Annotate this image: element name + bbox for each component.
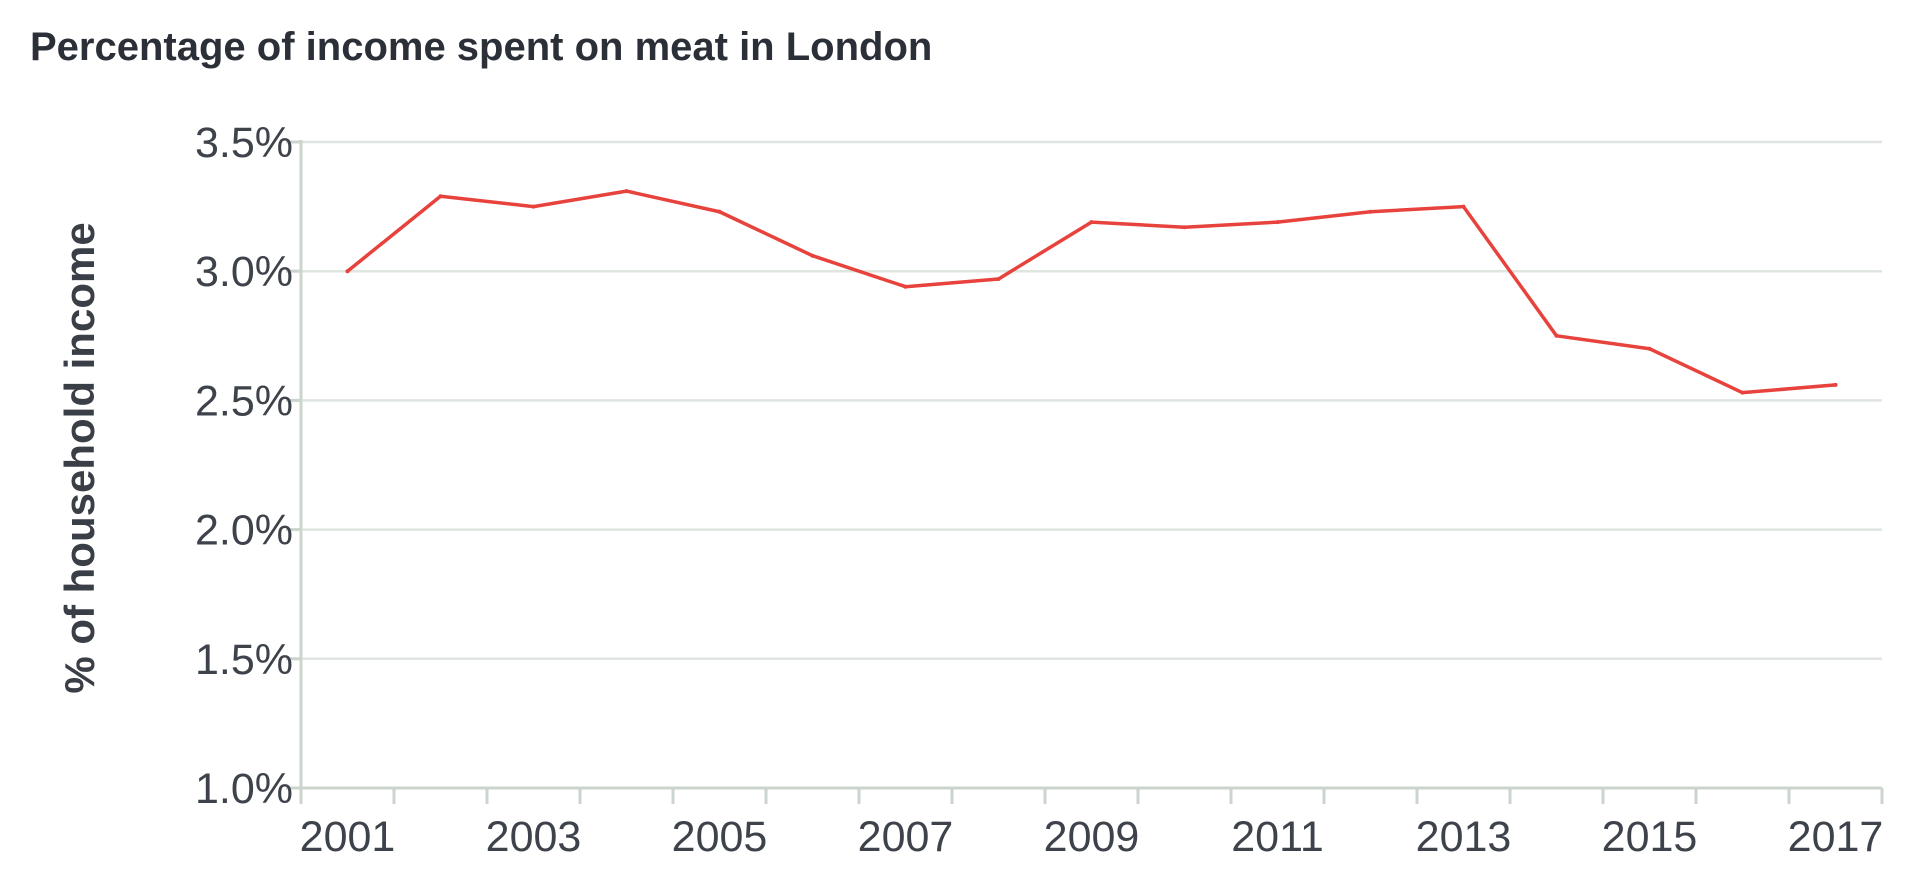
data-point — [1275, 220, 1280, 225]
data-point — [903, 284, 908, 289]
chart-title: Percentage of income spent on meat in Lo… — [30, 25, 932, 69]
x-tick-label: 2013 — [1416, 813, 1512, 861]
data-point — [1461, 204, 1466, 209]
x-tick-label: 2007 — [858, 813, 954, 861]
data-point — [1833, 382, 1838, 387]
data-point — [624, 189, 629, 194]
data-point — [1740, 390, 1745, 395]
x-tick-label: 2017 — [1788, 813, 1884, 861]
y-tick-label: 3.5% — [195, 119, 293, 167]
data-point — [438, 194, 443, 199]
x-tick-labels: 2001 2003 2005 2007 2009 2011 2013 2015 2017 — [300, 813, 1884, 861]
data-point — [345, 269, 350, 274]
x-tick-label: 2015 — [1602, 813, 1698, 861]
y-tick-label: 1.0% — [195, 765, 293, 813]
x-tick-label: 2003 — [486, 813, 582, 861]
x-tick-label: 2001 — [300, 813, 396, 861]
data-point — [996, 276, 1001, 281]
y-tick-labels: 1.0% 1.5% 2.0% 2.5% 3.0% 3.5% — [195, 119, 293, 813]
x-tick-label: 2011 — [1231, 813, 1323, 861]
data-point — [717, 209, 722, 214]
series-lines — [345, 189, 1838, 395]
y-tick-label: 3.0% — [195, 248, 293, 296]
data-point — [810, 253, 815, 258]
data-point — [1182, 225, 1187, 230]
data-point — [1554, 333, 1559, 338]
data-point — [531, 204, 536, 209]
y-tick-label: 2.5% — [195, 377, 293, 425]
axes — [286, 140, 1884, 804]
gridlines — [301, 140, 1882, 661]
y-axis-label: % of household income — [56, 222, 103, 693]
x-tick-label: 2005 — [672, 813, 768, 861]
x-tick-label: 2009 — [1044, 813, 1140, 861]
data-point — [1368, 209, 1373, 214]
data-point — [1647, 346, 1652, 351]
y-tick-label: 1.5% — [195, 636, 293, 684]
data-point — [1089, 220, 1094, 225]
y-tick-label: 2.0% — [195, 507, 293, 555]
